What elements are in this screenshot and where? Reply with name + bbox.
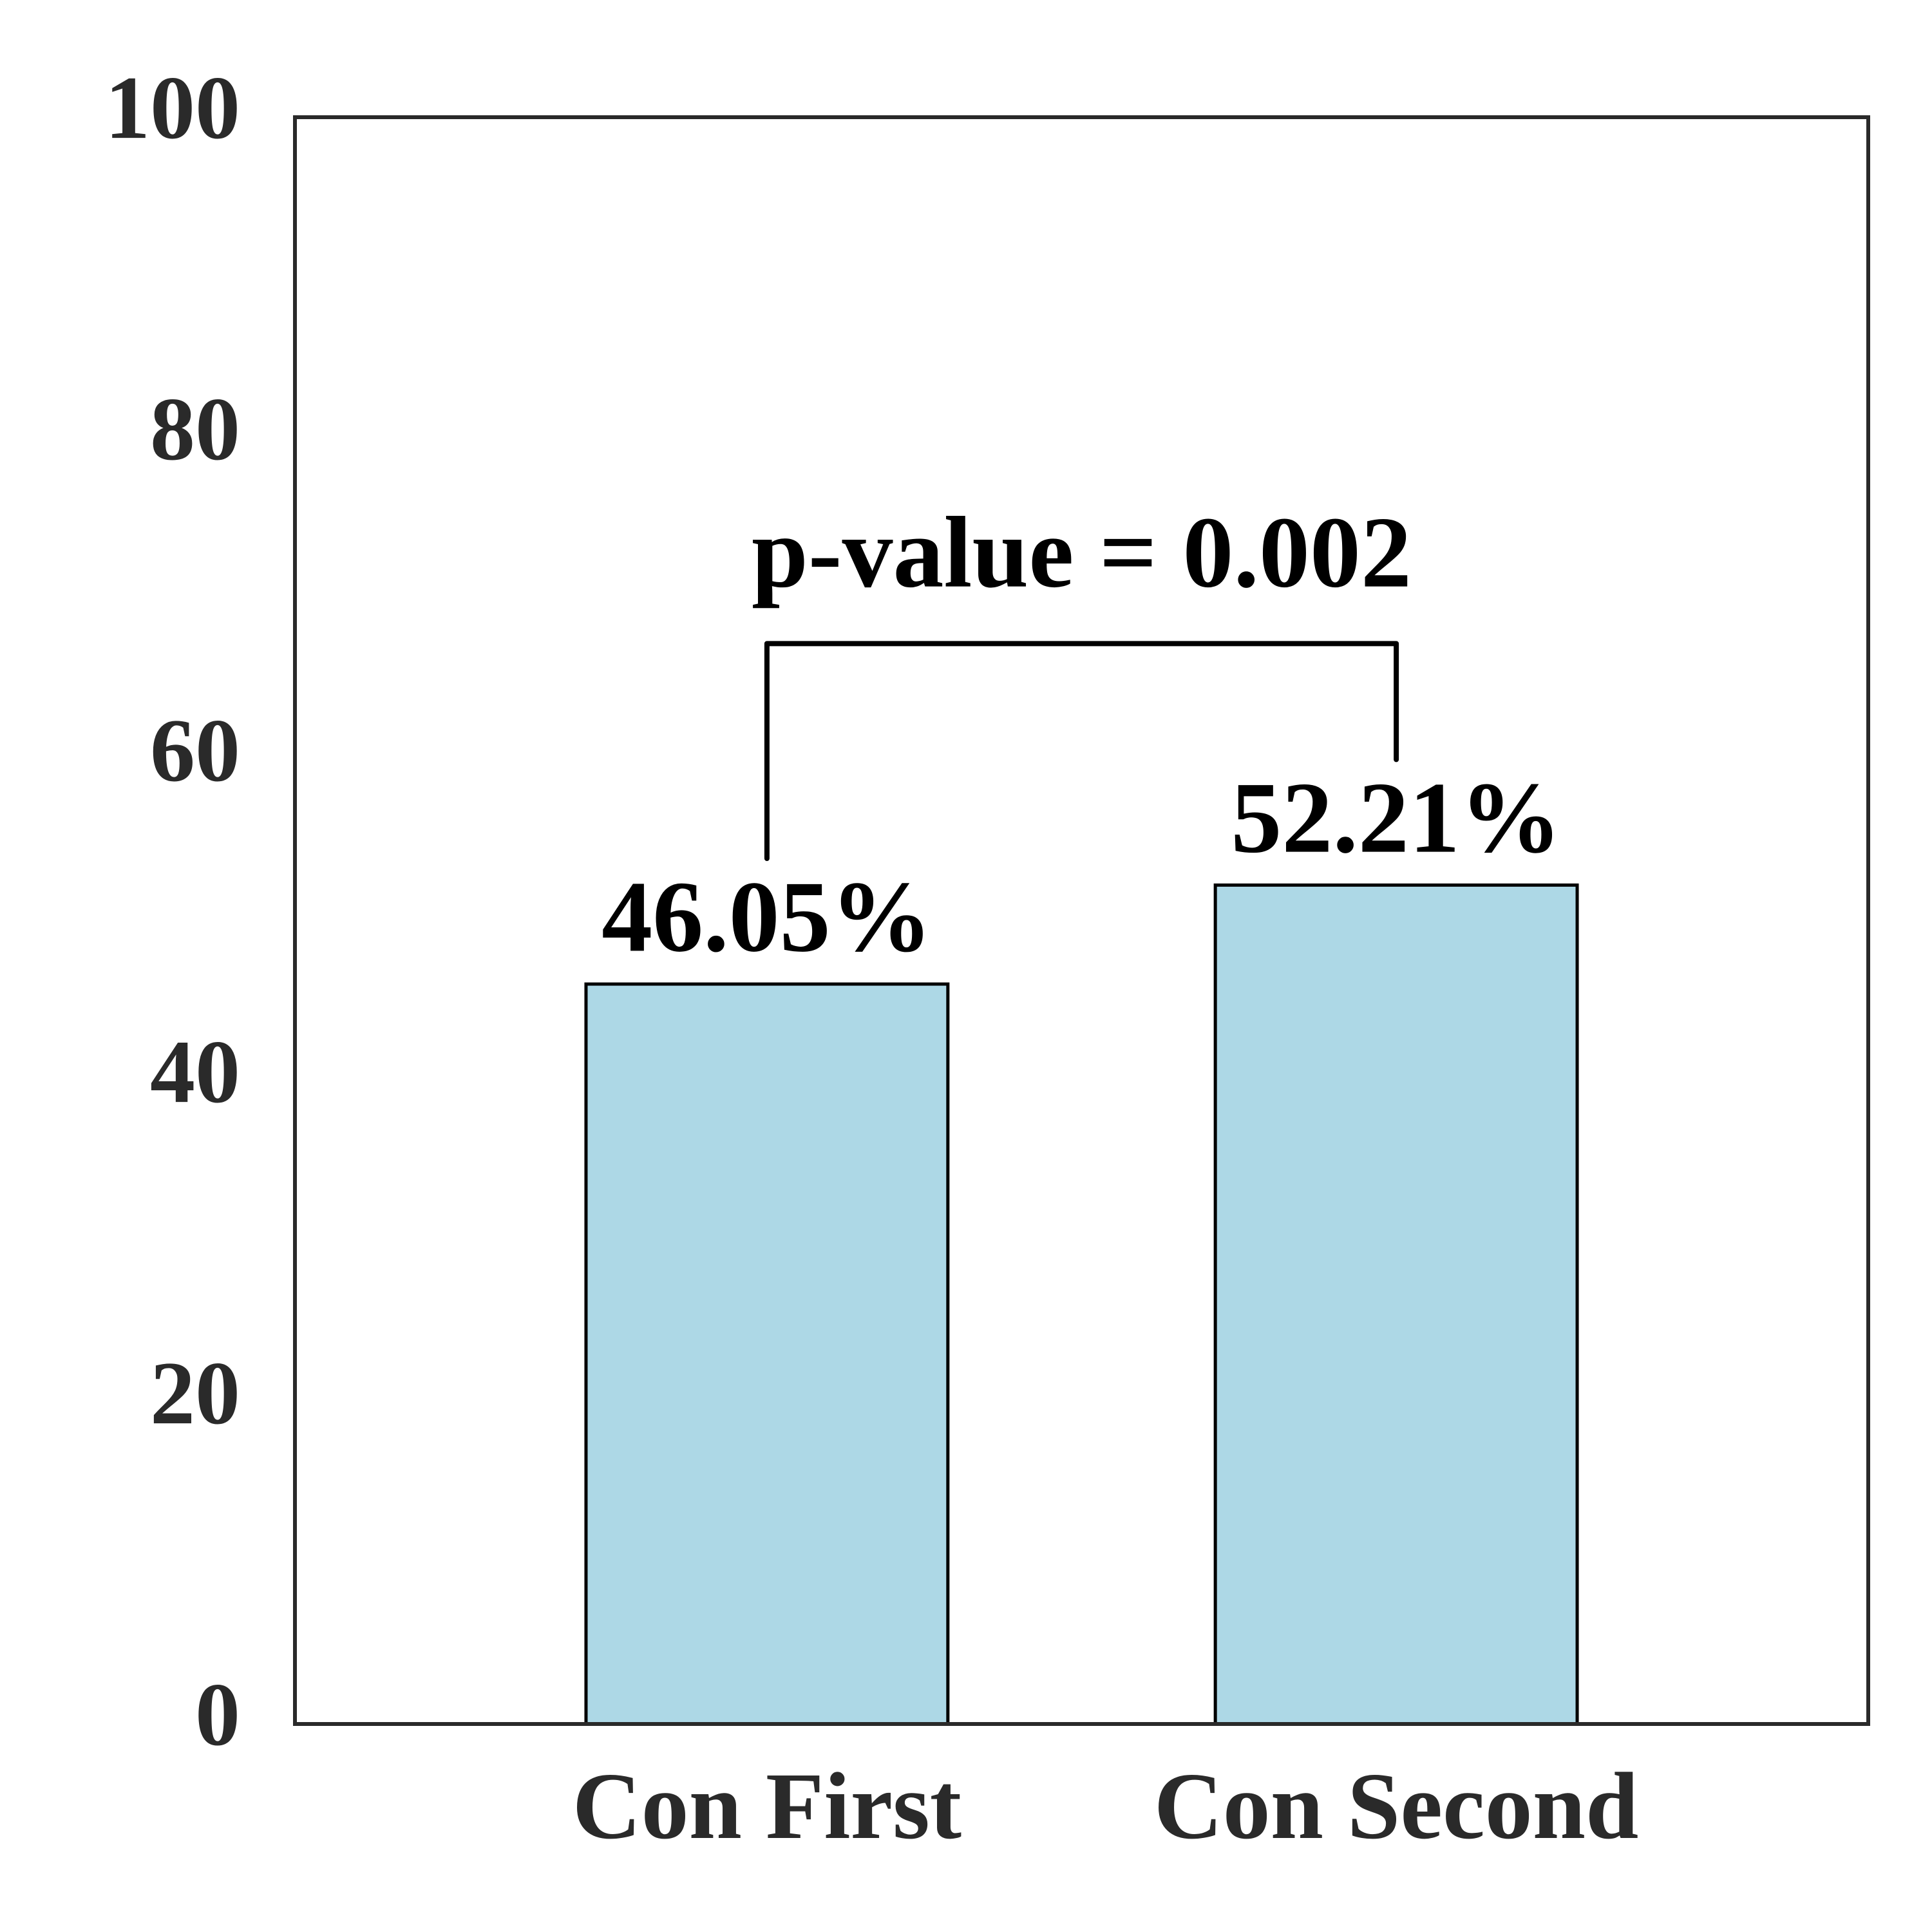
value-label: 46.05% <box>601 860 933 973</box>
significance-bracket <box>764 641 1399 862</box>
y-tick-label: 80 <box>150 379 240 479</box>
x-tick-label: Con Second <box>1154 1754 1639 1859</box>
x-tick-label: Con First <box>573 1754 961 1859</box>
y-tick-label: 20 <box>150 1343 240 1443</box>
y-tick-label: 100 <box>105 58 240 158</box>
plot-frame <box>293 115 1870 1726</box>
bar <box>584 982 950 1726</box>
annotation: p-value = 0.002 <box>752 497 1412 609</box>
value-label: 52.21% <box>1231 762 1562 875</box>
bar <box>1213 883 1579 1726</box>
y-tick-label: 40 <box>150 1022 240 1122</box>
y-tick-label: 0 <box>195 1665 240 1765</box>
y-tick-label: 60 <box>150 701 240 800</box>
